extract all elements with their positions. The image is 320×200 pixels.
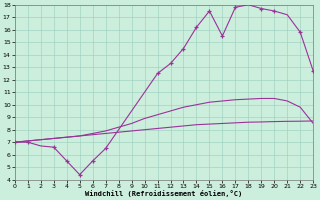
- X-axis label: Windchill (Refroidissement éolien,°C): Windchill (Refroidissement éolien,°C): [85, 190, 243, 197]
